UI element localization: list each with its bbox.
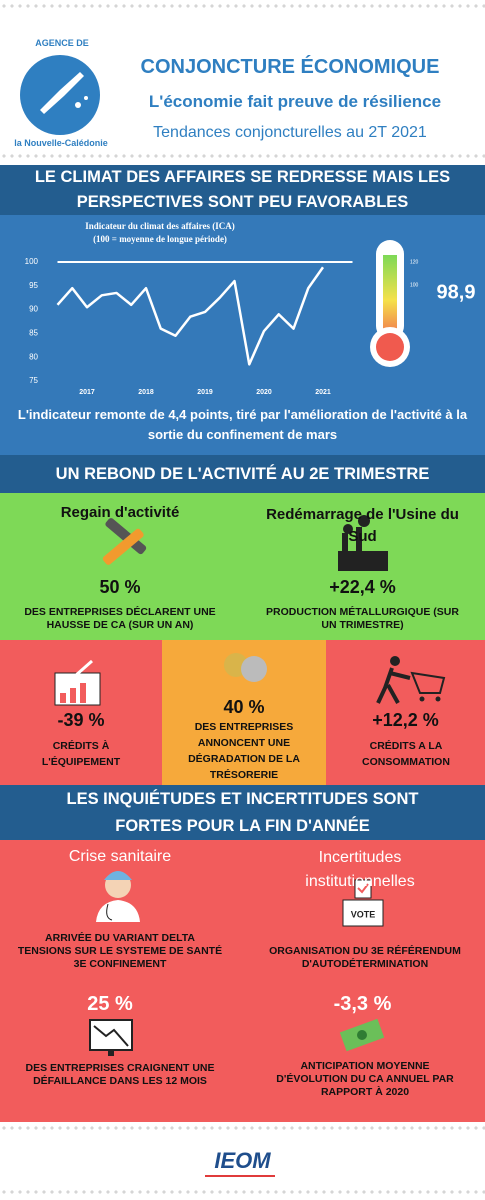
ica-chart: Indicateur du climat des affaires (ICA) … [25, 221, 476, 396]
x-tick-label: 2019 [197, 389, 213, 396]
item: ORGANISATION DU 3E RÉFÉRENDUM D'AUTODÉTE… [269, 945, 461, 970]
section-heading: LE CLIMAT DES AFFAIRES SE REDRESSE MAIS … [0, 165, 485, 215]
shopper-icon [376, 656, 446, 704]
item: ARRIVÉE DU VARIANT DELTA [45, 932, 195, 944]
thermometer-fill [383, 255, 397, 345]
dotted-border [0, 1188, 485, 1198]
red-panel [0, 640, 162, 785]
chart-subtitle: (100 = moyenne de longue période) [93, 234, 227, 244]
footer-logo: IEOM [214, 1148, 271, 1173]
y-tick-label: 75 [29, 376, 38, 385]
y-tick-label: 85 [29, 329, 38, 338]
tagline: Tendances conjoncturelles au 2T 2021 [153, 124, 427, 141]
thermometer-tick: 100 [410, 282, 419, 288]
card-value: -39 % [57, 710, 105, 730]
card-value: +12,2 % [372, 710, 439, 730]
header-graphics [20, 55, 100, 135]
column-text: ANTICIPATION MOYENNE D'ÉVOLUTION DU CA A… [276, 1060, 454, 1098]
subtitle: L'économie fait preuve de résilience [148, 92, 442, 111]
thermometer-value: 98,9 [437, 281, 476, 303]
y-tick-label: 90 [29, 305, 38, 314]
logo-island [84, 96, 88, 100]
x-tick-label: 2018 [138, 389, 154, 396]
dotted-border [0, 152, 485, 162]
section-heading: UN REBOND DE L'ACTIVITÉ AU 2E TRIMESTRE [0, 455, 485, 493]
red-panel [0, 840, 485, 1122]
card-text: DES ENTREPRISES ANNONCENT UNE DÉGRADATIO… [188, 721, 300, 781]
title: CONJONCTURE ÉCONOMIQUE [140, 56, 440, 78]
y-tick-label: 95 [29, 281, 38, 290]
card-value: +22,4 % [329, 577, 396, 597]
logo-text: AGENCE DE [35, 38, 89, 48]
coins-icon [224, 653, 267, 682]
uncertainty-icons: VOTE [89, 871, 385, 1056]
ica-line [56, 266, 325, 366]
section-heading: LES INQUIÉTUDES ET INCERTITUDES SONT FOR… [0, 785, 485, 840]
footer-rule [205, 1175, 275, 1177]
logo-island [40, 72, 84, 114]
card-title: Redémarrage de l'Usine du Sud [266, 506, 459, 545]
column-value: -3,3 % [333, 993, 392, 1015]
item: 3E CONFINEMENT [73, 958, 167, 970]
dotted-border [0, 1124, 485, 1134]
column-value: 25 % [87, 993, 133, 1015]
item: TENSIONS SUR LE SYSTEME DE SANTÉ [17, 945, 223, 957]
thermometer-tick: 120 [410, 259, 419, 265]
growth-icon [54, 659, 101, 706]
x-tick-label: 2017 [79, 389, 95, 396]
card-text: DES ENTREPRISES DÉCLARENT UNE HAUSSE DE … [24, 606, 216, 631]
column-title: Crise sanitaire [68, 848, 172, 865]
card-text: PRODUCTION MÉTALLURGIQUE (SUR UN TRIMEST… [266, 606, 459, 631]
red-panel [326, 640, 485, 785]
factory-icon [338, 515, 388, 571]
chart-caption: L'indicateur remonte de 4,4 points, tiré… [17, 407, 468, 442]
card-value: 50 % [99, 577, 141, 597]
y-tick-label: 100 [25, 257, 39, 266]
chart-title: Indicateur du climat des affaires (ICA) [85, 221, 234, 231]
vote-label: VOTE [351, 909, 376, 919]
dotted-border [0, 2, 485, 12]
x-tick-label: 2021 [315, 389, 331, 396]
x-tick-label: 2020 [256, 389, 272, 396]
card-text: CRÉDITS À L'ÉQUIPEMENT [41, 740, 121, 768]
money-icon [339, 1018, 385, 1052]
logo-island [75, 102, 81, 108]
card-text: CRÉDITS A LA CONSOMMATION [362, 740, 450, 768]
column-text: DES ENTREPRISES CRAIGNENT UNE DÉFAILLANC… [25, 1062, 215, 1087]
y-tick-label: 80 [29, 352, 38, 361]
activity-icons [54, 515, 446, 706]
doctor-icon [96, 871, 140, 922]
ballot-icon [342, 879, 384, 927]
thermometer-bulb [376, 333, 404, 361]
card-title: Regain d'activité [60, 504, 180, 521]
card-value: 40 % [223, 697, 265, 717]
tools-icon [102, 518, 147, 565]
decline-icon [89, 1019, 133, 1056]
column-title: Incertitudes institutionnelles [305, 849, 415, 890]
logo-text: la Nouvelle-Calédonie [14, 138, 108, 148]
green-panel [0, 493, 485, 640]
